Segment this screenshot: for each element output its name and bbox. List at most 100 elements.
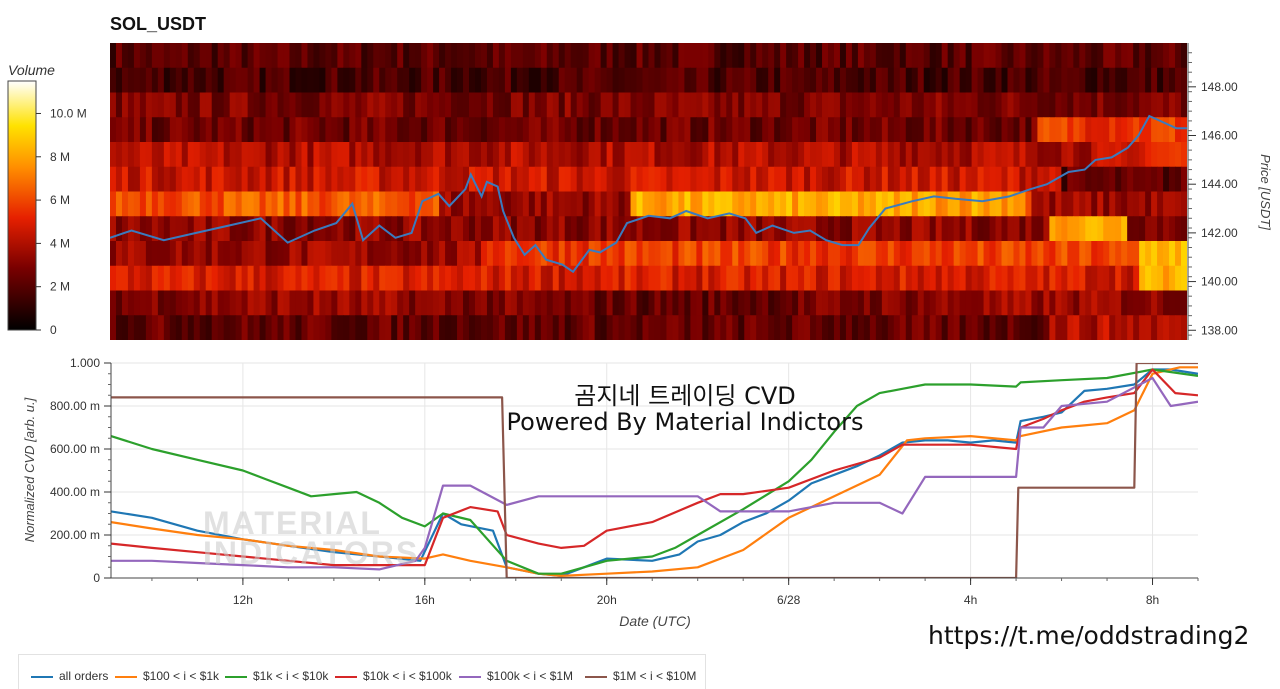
heatmap-cell [367,166,374,193]
heatmap-cell [935,216,943,242]
heatmap-cell [989,92,997,118]
heatmap-cell [319,265,326,292]
colorbar-tick-label: 2 M [50,280,70,294]
heatmap-cell [265,166,273,193]
heatmap-cell [361,43,368,69]
heatmap-cell [1055,191,1062,217]
heatmap-cell [504,92,512,118]
legend-item-100-1k[interactable]: $100 < i < $1k [115,669,219,683]
heatmap-cell [516,290,524,316]
colorbar-tick-label: 10.0 M [50,106,87,120]
telegram-link[interactable]: https://t.me/oddstrading2 [928,621,1250,650]
heatmap-cell [546,43,554,69]
heatmap-cell [618,142,626,168]
heatmap-cell [965,142,973,168]
heatmap-cell [822,43,829,69]
heatmap-cell [798,142,805,168]
legend-item-1k-10k[interactable]: $1k < i < $10k [225,669,328,683]
heatmap-cell [690,290,697,316]
heatmap-cell [498,117,506,143]
colorbar-tick-label: 0 [50,323,57,337]
heatmap-cell [588,315,596,340]
heatmap-cell [253,241,261,267]
heatmap-cell [816,315,823,340]
heatmap-cell [1037,265,1044,292]
heatmap-cell [1181,191,1187,217]
heatmap-cell [1175,67,1182,94]
heatmap-cell [1061,315,1068,340]
heatmap-cell [744,315,751,340]
heatmap-cell [696,265,703,292]
heatmap-cell [642,265,650,292]
heatmap-cell [774,241,781,267]
heatmap-cell [642,216,650,242]
heatmap-cell [1163,117,1170,143]
heatmap-cell [1181,142,1187,168]
cvd-y-tick-label: 600.00 m [50,442,100,456]
heatmap-cell [594,216,602,242]
heatmap-cell [714,142,721,168]
heatmap-cell [1049,117,1056,143]
heatmap-cell [816,216,823,242]
heatmap-cell [522,166,530,193]
heatmap-cell [385,117,392,143]
heatmap-cell [265,241,273,267]
heatmap-cell [792,142,799,168]
heatmap-cell [1037,241,1044,267]
heatmap-cell [875,315,883,340]
heatmap-cell [636,142,644,168]
legend-item-10k-100k[interactable]: $10k < i < $100k [335,669,452,683]
heatmap-cell [744,43,751,69]
heatmap-cell [720,117,727,143]
heatmap-cell [756,315,763,340]
heatmap-cell [421,241,428,267]
heatmap-cell [798,92,805,118]
heatmap-cell [223,265,231,292]
heatmap-cell [863,290,871,316]
heatmap-cell [684,43,691,69]
heatmap-cell [923,216,931,242]
heatmap-cell [738,290,745,316]
legend-item-1m-10m[interactable]: $1M < i < $10M [585,669,696,683]
heatmap-cell [774,315,781,340]
heatmap-cell [361,216,368,242]
heatmap-cell [193,216,201,242]
heatmap-cell [1127,142,1134,168]
heatmap-cell [875,43,883,69]
legend-item-100k-1m[interactable]: $100k < i < $1M [459,669,573,683]
heatmap-cell [905,117,913,143]
heatmap-cell [283,92,291,118]
heatmap-cell [343,117,350,143]
heatmap-cell [1013,265,1021,292]
heatmap-cell [1025,315,1033,340]
heatmap-cell [265,43,273,69]
heatmap-cell [690,241,697,267]
heatmap-cell [361,315,368,340]
heatmap-cell [750,191,757,217]
heatmap-cell [816,166,823,193]
heatmap-cell [1115,92,1122,118]
heatmap-cell [786,216,793,242]
heatmap-cell [498,290,506,316]
legend-item-all-orders[interactable]: all orders [31,669,108,683]
heatmap-cell [899,142,907,168]
heatmap-cell [804,265,811,292]
heatmap-cell [989,315,997,340]
heatmap-cell [181,241,189,267]
heatmap-cell [229,315,237,340]
heatmap-cell [726,315,733,340]
heatmap-cell [115,241,123,267]
heatmap-cell [851,92,859,118]
heatmap-cell [726,117,733,143]
heatmap-cell [1037,67,1044,94]
heatmap-cell [1055,241,1062,267]
heatmap-cell [863,315,871,340]
heatmap-cell [750,315,757,340]
heatmap-cell [1013,315,1021,340]
heatmap-cell [750,67,757,94]
watermark-line-1: MATERIAL [203,505,382,541]
cvd-series-4 [111,376,1198,571]
heatmap-cell [409,241,416,267]
heatmap-cell [1025,290,1033,316]
heatmap-cell [1121,191,1128,217]
